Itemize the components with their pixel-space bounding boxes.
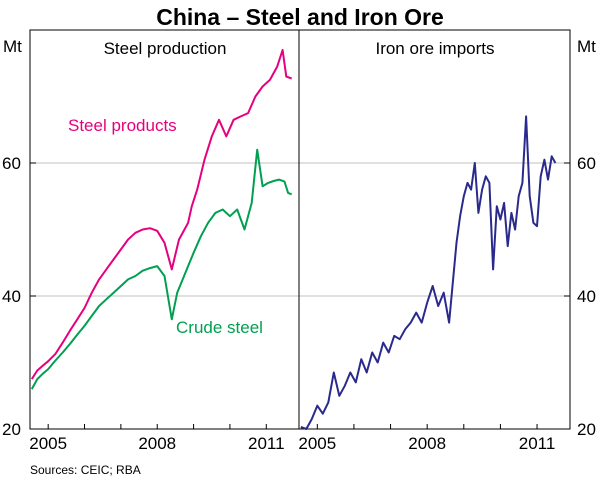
- xtick-label-p1-2008: 2008: [408, 434, 446, 453]
- xtick-label-p0-2008: 2008: [138, 434, 176, 453]
- ytick-right-40: 40: [577, 287, 596, 306]
- ytick-left-40: 40: [2, 287, 21, 306]
- xtick-label-p0-2005: 2005: [29, 434, 67, 453]
- source-note: Sources: CEIC; RBA: [30, 463, 141, 477]
- ytick-left-20: 20: [2, 420, 21, 439]
- xtick-label-p1-2011: 2011: [519, 434, 556, 453]
- ytick-left-60: 60: [2, 154, 21, 173]
- panel-title-steel: Steel production: [104, 39, 227, 58]
- series-line-crude-steel: [30, 148, 293, 390]
- ytick-right-20: 20: [577, 420, 596, 439]
- xtick-label-p1-2005: 2005: [298, 434, 336, 453]
- axis-ticks: [30, 162, 570, 430]
- unit-right: Mt: [577, 37, 596, 56]
- series-line-iron-ore-imports: [300, 115, 557, 430]
- label-steel-products: Steel products: [68, 116, 177, 135]
- label-crude-steel: Crude steel: [176, 318, 263, 337]
- chart-frame: [29, 29, 571, 430]
- ytick-right-60: 60: [577, 154, 596, 173]
- series-lines: [30, 49, 557, 430]
- xtick-label-p0-2011: 2011: [248, 434, 285, 453]
- panel-title-ore: Iron ore imports: [375, 39, 494, 58]
- axis-tick-labels: 20 20 40 40 60 60 2005 2008 2011 2005 2008 2011: [2, 154, 596, 453]
- unit-left: Mt: [3, 37, 22, 56]
- chart-title: China – Steel and Iron Ore: [156, 4, 444, 30]
- plot-border: [29, 29, 571, 430]
- series-line-steel-products: [30, 49, 293, 380]
